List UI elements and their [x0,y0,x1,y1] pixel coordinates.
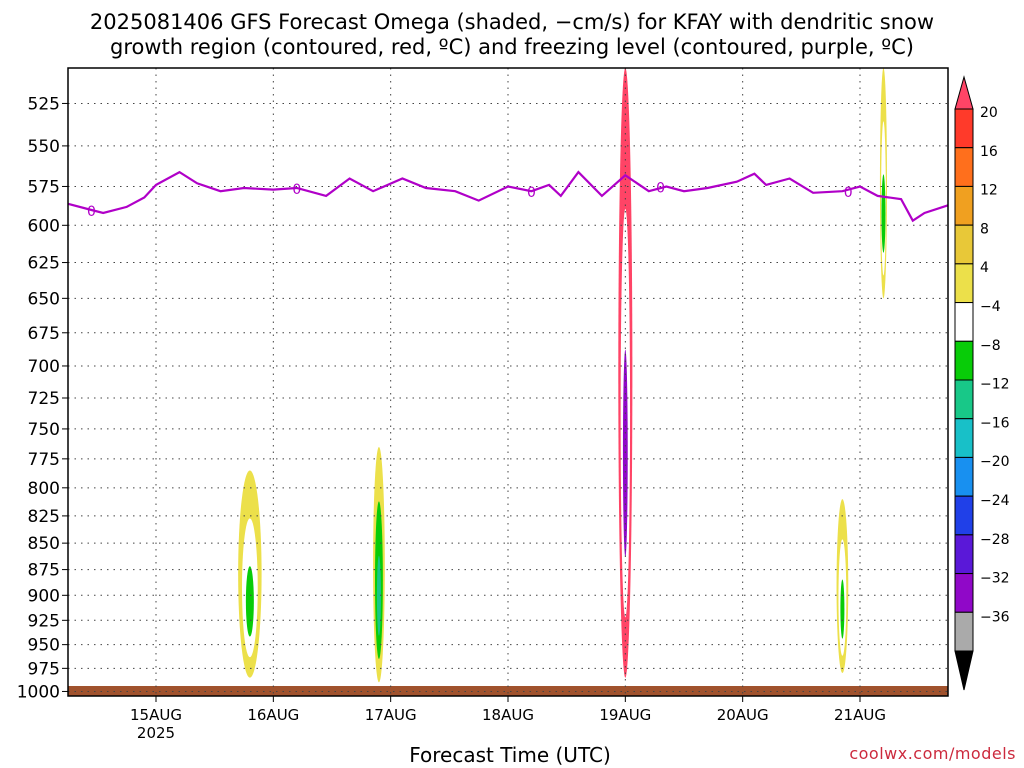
colorbar-swatch [954,185,974,226]
y-axis: 525 550 575 600 625 650 675 700 725 750 775 800 825 8… [17,94,68,702]
colorbar-label: 8 [980,221,989,237]
colorbar-swatch [954,108,974,149]
colorbar-bottom-arrow [954,650,974,691]
x-axis-label: Forecast Time (UTC) [409,743,611,767]
colorbar-swatch [954,495,974,536]
omega-shading-layer [68,68,948,696]
colorbar: 20 16 12 8 4 −4 −8 −12 −16 −20 −24 −28 −32 −36 [954,75,1010,691]
colorbar-swatch [954,302,974,342]
omega-blob-0-2 [245,566,254,637]
colorbar-label: −36 [980,609,1010,625]
y-tick-label: 750 [28,420,60,440]
freezing-level-contour [67,170,949,223]
surface-band [68,686,948,696]
omega-blob-4-2 [881,174,886,253]
omega-blob-2-2 [622,349,628,557]
colorbar-label: −4 [980,299,1001,315]
x-tick-label: 17AUG [365,706,417,724]
y-tick-label: 600 [28,216,60,236]
x-tick-label: 16AUG [247,706,299,724]
omega-blob-1-2 [376,555,381,636]
colorbar-top-arrow [954,75,974,110]
colorbar-swatch [954,573,974,613]
x-tick-sublabel: 2025 [137,724,175,742]
y-tick-label: 775 [28,450,60,470]
x-tick-label: 20AUG [717,706,769,724]
credit-text[interactable]: coolwx.com/models [849,744,1016,763]
colorbar-swatch [954,611,974,652]
omega-blob-3-2 [840,579,845,639]
y-tick-label: 675 [28,324,60,344]
colorbar-swatch [954,379,974,420]
y-tick-label: 850 [28,534,60,554]
colorbar-label: 16 [980,144,998,160]
colorbar-swatch [954,263,974,304]
colorbar-label: −16 [980,415,1010,431]
colorbar-label: −12 [980,377,1010,393]
colorbar-label: 4 [980,260,989,276]
colorbar-swatch [954,340,974,381]
colorbar-label: 20 [980,105,998,121]
colorbar-label: 12 [980,183,998,199]
y-tick-label: 525 [28,94,60,114]
x-tick-label: 21AUG [834,706,886,724]
y-tick-label: 1000 [17,682,60,702]
y-tick-label: 700 [28,357,60,377]
freezing-level-label: 0 [87,204,96,220]
colorbar-swatch [954,534,974,575]
y-tick-label: 625 [28,254,60,274]
colorbar-swatch [954,418,974,458]
y-tick-label: 900 [28,586,60,606]
y-tick-label: 725 [28,389,60,409]
colorbar-label: −28 [980,532,1010,548]
y-tick-label: 825 [28,507,60,527]
freezing-level-label: 0 [292,182,301,198]
freezing-level-label: 0 [844,185,853,201]
y-tick-label: 575 [28,177,60,197]
y-tick-label: 650 [28,289,60,309]
y-tick-label: 800 [28,479,60,499]
y-tick-label: 550 [28,137,60,157]
colorbar-label: −32 [980,571,1010,587]
colorbar-swatch [954,224,974,265]
colorbar-label: −8 [980,338,1001,354]
colorbar-label: −20 [980,454,1010,470]
colorbar-label: −24 [980,493,1010,509]
y-tick-label: 925 [28,611,60,631]
grid-layer [68,68,948,696]
chart-title-line2: growth region (contoured, red, ºC) and f… [110,35,914,59]
y-tick-label: 950 [28,636,60,656]
freezing-level-layer: 0 0 0 0 0 [67,170,949,223]
x-tick-label: 19AUG [599,706,651,724]
colorbar-swatch [954,456,974,497]
y-tick-label: 875 [28,561,60,581]
y-tick-label: 975 [28,659,60,679]
freezing-level-label: 0 [527,185,536,201]
x-tick-label: 15AUG [130,706,182,724]
chart-title-line1: 2025081406 GFS Forecast Omega (shaded, −… [89,10,935,34]
colorbar-swatch [954,147,974,187]
freezing-level-label: 0 [656,180,665,196]
x-tick-label: 18AUG [482,706,534,724]
